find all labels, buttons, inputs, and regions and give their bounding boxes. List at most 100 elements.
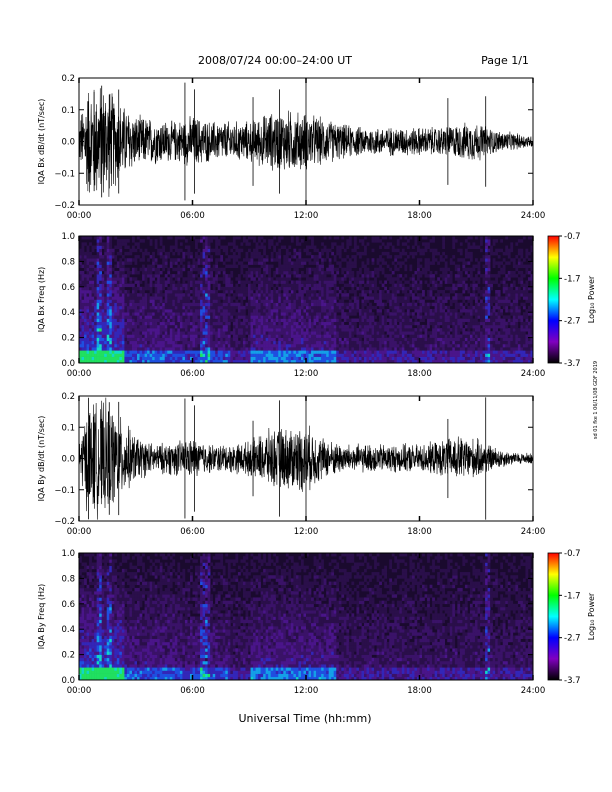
spectrogram-cell [212, 315, 216, 319]
spectrogram-cell [389, 343, 393, 348]
spectrogram-cell [263, 245, 266, 249]
spectrogram-cell [351, 289, 355, 294]
spectrogram-cell [333, 347, 337, 351]
spectrogram-cell [358, 359, 362, 364]
spectrogram-cell [374, 293, 377, 297]
spectrogram-cell [121, 321, 125, 326]
spectrogram-cell [467, 350, 471, 354]
spectrogram-cell [411, 255, 415, 259]
spectrogram-cell [96, 324, 100, 329]
spectrogram-cell [444, 356, 448, 361]
spectrogram-cell [399, 286, 403, 291]
spectrogram-cell [467, 356, 471, 361]
spectrogram-cell [326, 286, 329, 291]
spectrogram-cell [230, 255, 234, 259]
spectrogram-cell [152, 309, 155, 313]
spectrogram-cell [444, 293, 448, 297]
spectrogram-cell [197, 261, 201, 265]
spectrogram-cell [331, 309, 335, 313]
spectrogram-cell [179, 315, 183, 319]
spectrogram-cell [394, 264, 398, 269]
spectrogram-cell [144, 283, 148, 288]
spectrogram-cell [225, 289, 229, 294]
spectrogram-cell [356, 286, 360, 291]
spectrogram-cell [253, 299, 256, 303]
spectrogram-cell [353, 293, 357, 297]
spectrogram-cell [124, 359, 128, 364]
spectrogram-cell [459, 337, 463, 342]
spectrogram-cell [427, 340, 430, 345]
spectrogram-cell [159, 331, 163, 335]
spectrogram-cell [164, 261, 168, 265]
spectrogram-cell [316, 274, 319, 278]
spectrogram-cell [326, 312, 329, 316]
spectrogram-cell [124, 239, 128, 243]
spectrogram-cell [371, 296, 375, 300]
spectrogram-cell [273, 331, 277, 335]
spectrogram-cell [379, 309, 382, 313]
spectrogram-cell [459, 242, 463, 246]
spectrogram-cell [111, 286, 115, 291]
spectrogram-cell [369, 309, 372, 313]
spectrogram-cell [285, 334, 289, 338]
spectrogram-cell [263, 267, 266, 272]
spectrogram-cell [457, 277, 461, 281]
spectrogram-cell [285, 353, 289, 357]
spectrogram-cell [200, 337, 203, 342]
spectrogram-cell [462, 289, 466, 294]
spectrogram-cell [195, 267, 198, 272]
spectrogram-cell [106, 359, 110, 364]
spectrogram-cell [225, 258, 229, 262]
spectrogram-cell [328, 277, 332, 281]
spectrogram-cell [94, 315, 97, 319]
spectrogram-cell [381, 267, 385, 272]
spectrogram-cell [174, 324, 178, 329]
spectrogram-cell [235, 264, 239, 269]
spectrogram-cell [253, 302, 256, 307]
spectrogram-cell [321, 350, 324, 354]
spectrogram-cell [427, 309, 430, 313]
spectrogram-cell [99, 258, 102, 262]
spectrogram-cell [195, 305, 198, 310]
spectrogram-cell [381, 296, 385, 300]
spectrogram-cell [167, 280, 171, 284]
spectrogram-cell [439, 312, 443, 316]
spectrogram-cell [131, 286, 135, 291]
spectrogram-cell [167, 337, 171, 342]
spectrogram-cell [371, 324, 375, 329]
spectrogram-cell [265, 331, 269, 335]
spectrogram-cell [94, 347, 97, 351]
spectrogram-cell [81, 321, 85, 326]
spectrogram-cell [212, 337, 216, 342]
spectrogram-cell [104, 321, 108, 326]
spectrogram-cell [416, 359, 420, 364]
spectrogram-cell [142, 328, 145, 332]
spectrogram-cell [111, 267, 115, 272]
spectrogram-cell [265, 283, 269, 288]
spectrogram-cell [139, 337, 143, 342]
spectrogram-cell [414, 296, 418, 300]
spectrogram-cell [89, 261, 92, 265]
spectrogram-cell [459, 318, 463, 323]
spectrogram-cell [432, 321, 435, 326]
spectrogram-cell [187, 293, 191, 297]
spectrogram-cell [454, 334, 458, 338]
spectrogram-cell [104, 283, 108, 288]
spectrogram-cell [333, 293, 337, 297]
spectrogram-cell [454, 337, 458, 342]
spectrogram-cell [265, 328, 269, 332]
spectrogram-cell [189, 350, 193, 354]
spectrogram-cell [240, 331, 244, 335]
spectrogram-cell [449, 315, 453, 319]
spectrogram-cell [258, 251, 261, 256]
spectrogram-cell [84, 315, 87, 319]
spectrogram-cell [464, 340, 468, 345]
spectrogram-cell [409, 337, 413, 342]
spectrogram-cell [328, 356, 332, 361]
spectrogram-cell [232, 293, 236, 297]
spectrogram-cell [162, 264, 166, 269]
spectrogram-cell [222, 309, 226, 313]
spectrogram-cell [81, 350, 85, 354]
spectrogram-cell [197, 289, 201, 294]
spectrogram-cell [467, 334, 471, 338]
